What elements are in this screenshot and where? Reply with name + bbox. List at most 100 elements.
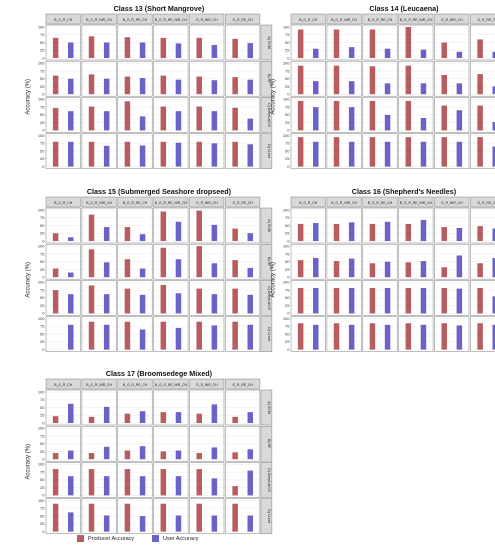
- producer-accuracy-bar: [441, 106, 447, 131]
- y-tick-label: 25: [40, 303, 45, 308]
- y-tick-label: 100: [38, 280, 45, 285]
- y-tick-label: 75: [285, 324, 290, 329]
- y-tick-label: 100: [283, 133, 290, 138]
- chart-title: Class 13 (Short Mangrove): [114, 4, 205, 13]
- producer-accuracy-bar: [89, 142, 95, 167]
- legend-swatch-user: [152, 535, 159, 542]
- chart-title: Class 17 (Broomsedege Mixed): [106, 369, 213, 378]
- y-tick-label: 75: [285, 251, 290, 256]
- user-accuracy-bar: [248, 233, 254, 241]
- producer-accuracy-bar: [232, 504, 238, 532]
- y-tick-label: 50: [285, 112, 290, 117]
- producer-accuracy-bar: [370, 66, 376, 94]
- column-label: B_G_R_RE_CH: [123, 18, 148, 22]
- user-accuracy-bar: [385, 142, 391, 167]
- producer-accuracy-bar: [53, 269, 59, 278]
- y-tick-label: 75: [285, 141, 290, 146]
- user-accuracy-bar: [313, 325, 319, 350]
- producer-accuracy-bar: [298, 66, 304, 95]
- user-accuracy-bar: [212, 325, 218, 349]
- producer-accuracy-bar: [334, 101, 340, 130]
- y-tick-label: 25: [285, 231, 290, 236]
- user-accuracy-bar: [68, 404, 74, 423]
- y-tick-label: 75: [40, 469, 45, 474]
- producer-accuracy-bar: [161, 76, 167, 95]
- row-label: A) SVM: [267, 219, 271, 231]
- producer-accuracy-bar: [298, 323, 304, 349]
- y-tick-label: 100: [38, 61, 45, 66]
- producer-accuracy-bar: [477, 288, 483, 313]
- user-accuracy-bar: [421, 261, 427, 277]
- y-tick-label: 75: [285, 215, 290, 220]
- user-accuracy-bar: [104, 227, 110, 241]
- user-accuracy-bar: [140, 516, 146, 532]
- producer-accuracy-bar: [125, 37, 131, 58]
- producer-accuracy-bar: [370, 29, 376, 58]
- y-tick-label: 100: [38, 244, 45, 249]
- producer-accuracy-bar: [89, 453, 95, 459]
- user-accuracy-bar: [313, 223, 319, 241]
- user-accuracy-bar: [313, 142, 319, 167]
- producer-accuracy-bar: [232, 108, 238, 131]
- producer-accuracy-bar: [441, 43, 447, 59]
- producer-accuracy-bar: [196, 504, 202, 532]
- y-tick-label: 50: [40, 405, 45, 410]
- user-accuracy-bar: [421, 118, 427, 130]
- producer-accuracy-bar: [89, 469, 95, 495]
- user-accuracy-bar: [212, 80, 218, 94]
- user-accuracy-bar: [212, 263, 218, 277]
- producer-accuracy-bar: [406, 27, 412, 58]
- user-accuracy-bar: [140, 329, 146, 349]
- user-accuracy-bar: [248, 449, 254, 459]
- user-accuracy-bar: [313, 81, 319, 94]
- row-label: A) SVM: [267, 401, 271, 413]
- producer-accuracy-bar: [334, 137, 340, 166]
- user-accuracy-bar: [212, 294, 218, 313]
- user-accuracy-bar: [385, 49, 391, 58]
- column-label: G_R_NIR_CH: [441, 201, 463, 205]
- y-tick-label: 100: [38, 97, 45, 102]
- user-accuracy-bar: [385, 83, 391, 94]
- row-label: D) U-net: [267, 144, 271, 158]
- user-accuracy-bar: [68, 237, 74, 241]
- user-accuracy-bar: [421, 325, 427, 350]
- chart-block-5: Class 17 (Broomsedege Mixed)Accuracy (%)…: [26, 369, 272, 534]
- producer-accuracy-bar: [298, 260, 304, 277]
- user-accuracy-bar: [457, 228, 463, 241]
- user-accuracy-bar: [421, 50, 427, 58]
- producer-accuracy-bar: [334, 224, 340, 241]
- row-label: D) U-net: [267, 509, 271, 523]
- producer-accuracy-bar: [53, 108, 59, 130]
- user-accuracy-bar: [385, 288, 391, 313]
- y-tick-label: 25: [40, 485, 45, 490]
- producer-accuracy-bar: [125, 142, 131, 167]
- user-accuracy-bar: [349, 222, 355, 241]
- y-tick-label: 75: [40, 32, 45, 37]
- y-tick-label: 75: [40, 68, 45, 73]
- y-tick-label: 50: [40, 148, 45, 153]
- y-tick-label: 25: [40, 231, 45, 236]
- producer-accuracy-bar: [477, 137, 483, 166]
- column-label: B_G_R_RE_CH: [123, 201, 148, 205]
- user-accuracy-bar: [457, 256, 463, 278]
- user-accuracy-bar: [313, 107, 319, 130]
- y-tick-label: 25: [285, 120, 290, 125]
- column-label: B_G_R_CH: [54, 18, 72, 22]
- user-accuracy-bar: [212, 515, 218, 531]
- user-accuracy-bar: [176, 43, 182, 58]
- producer-accuracy-bar: [298, 29, 304, 58]
- column-label: G_R_RE_CH: [478, 201, 495, 205]
- producer-accuracy-bar: [125, 322, 131, 350]
- legend: Producer Accuracy User Accuracy: [0, 535, 495, 549]
- y-tick-label: 25: [40, 521, 45, 526]
- producer-accuracy-bar: [334, 261, 340, 277]
- y-tick-label: 25: [285, 156, 290, 161]
- user-accuracy-bar: [68, 111, 74, 130]
- producer-accuracy-bar: [441, 75, 447, 94]
- user-accuracy-bar: [349, 259, 355, 278]
- user-accuracy-bar: [140, 476, 146, 495]
- column-label: B_G_R_CH: [299, 201, 317, 205]
- y-tick-label: 100: [38, 316, 45, 321]
- user-accuracy-bar: [176, 476, 182, 495]
